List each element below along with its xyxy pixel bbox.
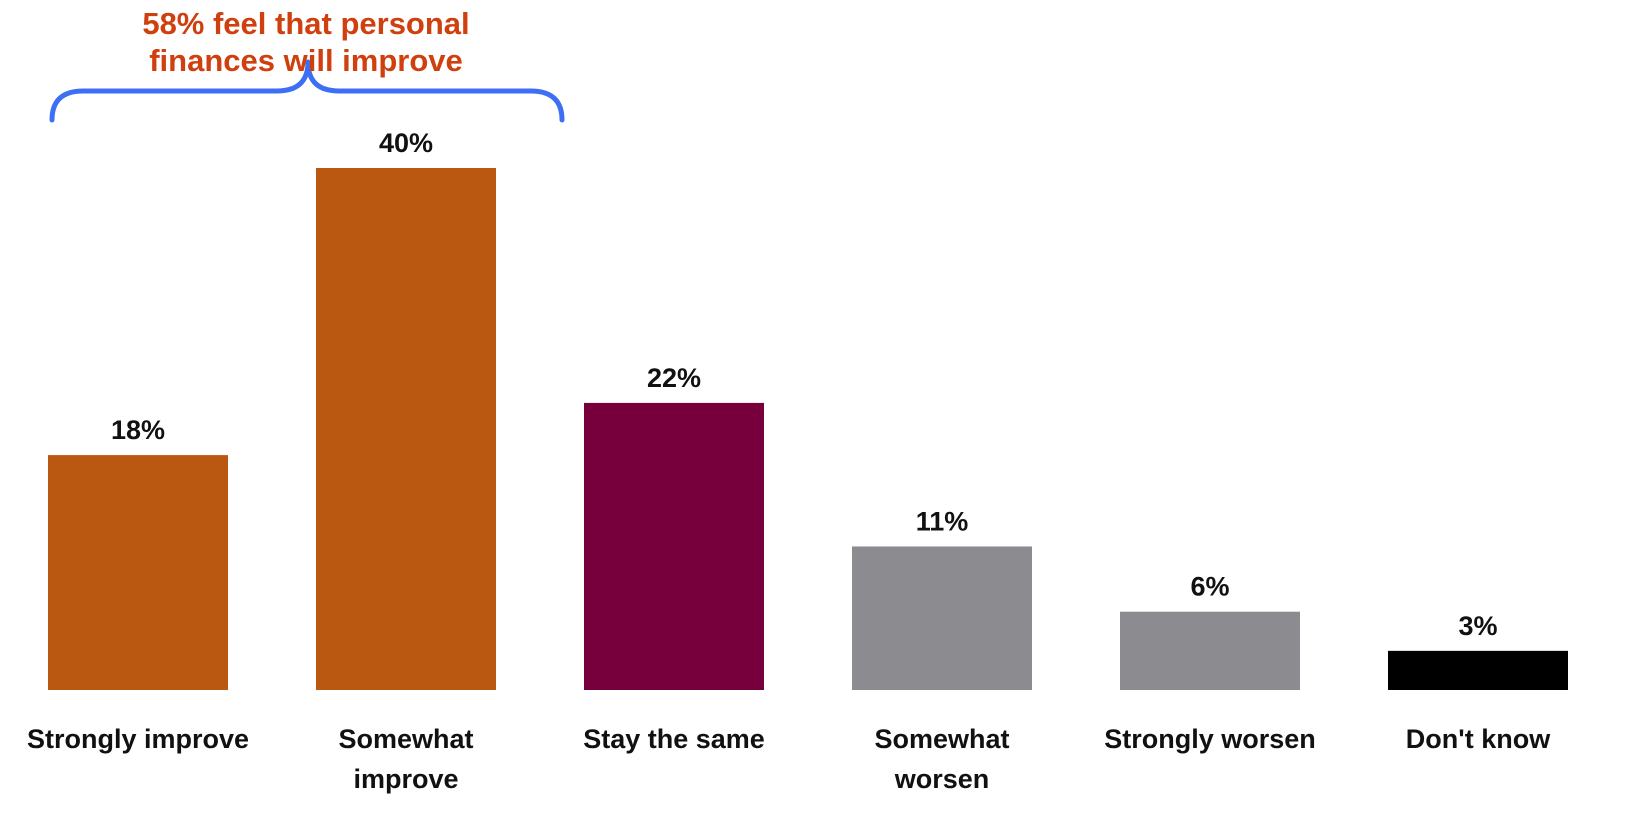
annotation-group: 58% feel that personal finances will imp…	[49, 6, 565, 123]
bar-1	[316, 168, 496, 690]
category-label-5-line-0: Don't know	[1406, 724, 1551, 754]
bar-5	[1388, 650, 1568, 690]
category-label-2-line-0: Stay the same	[583, 724, 765, 754]
category-label-3-line-1: worsen	[894, 764, 990, 794]
value-label-3: 11%	[916, 506, 969, 536]
bar-4	[1120, 611, 1300, 690]
bar-2	[584, 402, 764, 690]
category-label-0: Strongly improve	[27, 724, 249, 754]
category-label-3-line-0: Somewhat	[874, 724, 1009, 754]
value-label-0: 18%	[111, 415, 165, 445]
annotation-text-line-2: finances will improve	[149, 43, 463, 78]
bars-group	[48, 168, 1568, 690]
annotation-brace	[49, 59, 565, 123]
category-label-1-line-1: improve	[353, 764, 458, 794]
category-label-1-line-0: Somewhat	[338, 724, 473, 754]
category-label-5: Don't know	[1406, 724, 1551, 754]
category-label-4: Strongly worsen	[1104, 724, 1316, 754]
value-label-1: 40%	[379, 128, 433, 158]
category-label-4-line-0: Strongly worsen	[1104, 724, 1316, 754]
value-labels-group: 18% 40% 22% 11% 6% 3%	[111, 128, 1498, 641]
category-label-0-line-0: Strongly improve	[27, 724, 249, 754]
annotation-text-line-1: 58% feel that personal	[142, 6, 469, 41]
bar-0	[48, 455, 228, 690]
category-labels-group: Strongly improve Somewhat improve Stay the …	[27, 724, 1551, 794]
value-label-2: 22%	[647, 363, 701, 393]
category-label-1: Somewhat improve	[338, 724, 473, 794]
value-label-5: 3%	[1458, 611, 1497, 641]
bar-3	[852, 546, 1032, 690]
category-label-2: Stay the same	[583, 724, 765, 754]
value-label-4: 6%	[1190, 572, 1229, 602]
category-label-3: Somewhat worsen	[874, 724, 1009, 794]
